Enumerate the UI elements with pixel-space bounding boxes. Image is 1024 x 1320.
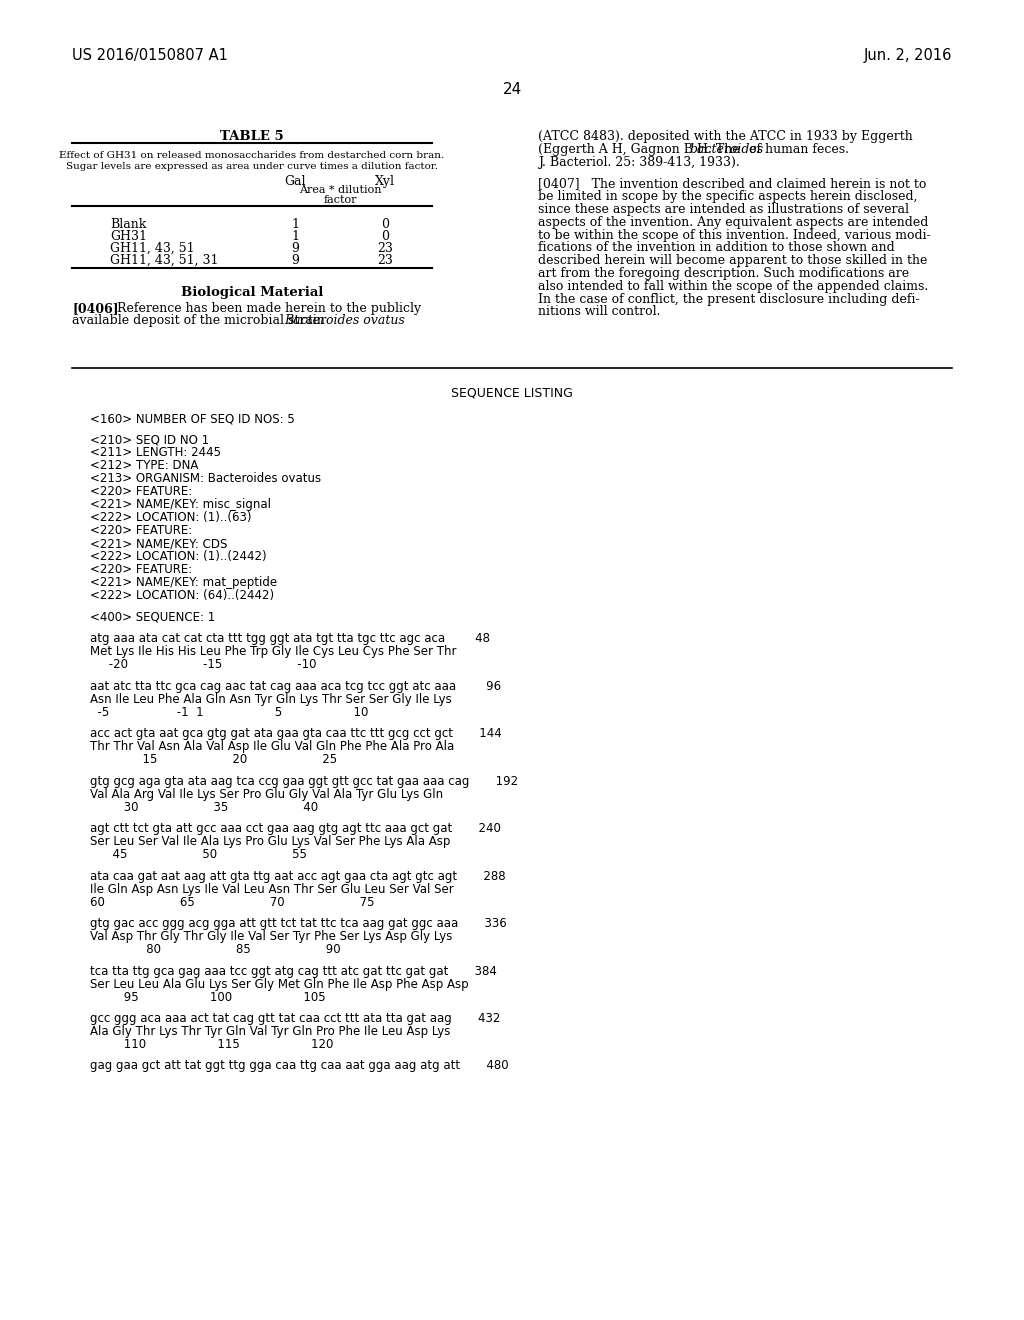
Text: Jun. 2, 2016: Jun. 2, 2016 xyxy=(863,48,952,63)
Text: <222> LOCATION: (64)..(2442): <222> LOCATION: (64)..(2442) xyxy=(90,590,274,602)
Text: SEQUENCE LISTING: SEQUENCE LISTING xyxy=(451,385,573,399)
Text: Biological Material: Biological Material xyxy=(181,286,324,300)
Text: GH11, 43, 51, 31: GH11, 43, 51, 31 xyxy=(110,253,218,267)
Text: GH11, 43, 51: GH11, 43, 51 xyxy=(110,242,195,255)
Text: TABLE 5: TABLE 5 xyxy=(220,129,284,143)
Text: <212> TYPE: DNA: <212> TYPE: DNA xyxy=(90,459,199,473)
Text: 60                    65                    70                    75: 60 65 70 75 xyxy=(90,895,375,908)
Text: <400> SEQUENCE: 1: <400> SEQUENCE: 1 xyxy=(90,611,215,624)
Text: Xyl: Xyl xyxy=(375,176,395,187)
Text: factor: factor xyxy=(324,195,356,205)
Text: <210> SEQ ID NO 1: <210> SEQ ID NO 1 xyxy=(90,433,209,446)
Text: <222> LOCATION: (1)..(2442): <222> LOCATION: (1)..(2442) xyxy=(90,550,266,564)
Text: Asn Ile Leu Phe Ala Gln Asn Tyr Gln Lys Thr Ser Ser Gly Ile Lys: Asn Ile Leu Phe Ala Gln Asn Tyr Gln Lys … xyxy=(90,693,452,706)
Text: <221> NAME/KEY: CDS: <221> NAME/KEY: CDS xyxy=(90,537,227,550)
Text: Ala Gly Thr Lys Thr Tyr Gln Val Tyr Gln Pro Phe Ile Leu Asp Lys: Ala Gly Thr Lys Thr Tyr Gln Val Tyr Gln … xyxy=(90,1024,451,1038)
Text: <220> FEATURE:: <220> FEATURE: xyxy=(90,524,193,537)
Text: Bacteroides ovatus: Bacteroides ovatus xyxy=(284,314,404,327)
Text: 80                    85                    90: 80 85 90 xyxy=(90,942,341,956)
Text: Val Ala Arg Val Ile Lys Ser Pro Glu Gly Val Ala Tyr Glu Lys Gln: Val Ala Arg Val Ile Lys Ser Pro Glu Gly … xyxy=(90,788,443,801)
Text: gtg gac acc ggg acg gga att gtt tct tat ttc tca aag gat ggc aaa       336: gtg gac acc ggg acg gga att gtt tct tat … xyxy=(90,917,507,931)
Text: US 2016/0150807 A1: US 2016/0150807 A1 xyxy=(72,48,228,63)
Text: atg aaa ata cat cat cta ttt tgg ggt ata tgt tta tgc ttc agc aca        48: atg aaa ata cat cat cta ttt tgg ggt ata … xyxy=(90,632,490,645)
Text: Area * dilution: Area * dilution xyxy=(299,185,381,195)
Text: 1: 1 xyxy=(291,230,299,243)
Text: Val Asp Thr Gly Thr Gly Ile Val Ser Tyr Phe Ser Lys Asp Gly Lys: Val Asp Thr Gly Thr Gly Ile Val Ser Tyr … xyxy=(90,931,453,942)
Text: art from the foregoing description. Such modifications are: art from the foregoing description. Such… xyxy=(538,267,909,280)
Text: Ile Gln Asp Asn Lys Ile Val Leu Asn Thr Ser Glu Leu Ser Val Ser: Ile Gln Asp Asn Lys Ile Val Leu Asn Thr … xyxy=(90,883,454,895)
Text: nitions will control.: nitions will control. xyxy=(538,305,660,318)
Text: (Eggerth A H, Gagnon B H. The: (Eggerth A H, Gagnon B H. The xyxy=(538,143,743,156)
Text: to be within the scope of this invention. Indeed, various modi-: to be within the scope of this invention… xyxy=(538,228,931,242)
Text: Ser Leu Ser Val Ile Ala Lys Pro Glu Lys Val Ser Phe Lys Ala Asp: Ser Leu Ser Val Ile Ala Lys Pro Glu Lys … xyxy=(90,836,451,849)
Text: Sugar levels are expressed as area under curve times a dilution factor.: Sugar levels are expressed as area under… xyxy=(66,162,438,172)
Text: since these aspects are intended as illustrations of several: since these aspects are intended as illu… xyxy=(538,203,909,216)
Text: be limited in scope by the specific aspects herein disclosed,: be limited in scope by the specific aspe… xyxy=(538,190,918,203)
Text: 30                    35                    40: 30 35 40 xyxy=(90,801,318,813)
Text: 0: 0 xyxy=(381,230,389,243)
Text: ata caa gat aat aag att gta ttg aat acc agt gaa cta agt gtc agt       288: ata caa gat aat aag att gta ttg aat acc … xyxy=(90,870,506,883)
Text: <211> LENGTH: 2445: <211> LENGTH: 2445 xyxy=(90,446,221,459)
Text: J. Bacteriol. 25: 389-413, 1933).: J. Bacteriol. 25: 389-413, 1933). xyxy=(538,156,739,169)
Text: 45                    50                    55: 45 50 55 xyxy=(90,849,307,861)
Text: 23: 23 xyxy=(377,253,393,267)
Text: <221> NAME/KEY: mat_peptide: <221> NAME/KEY: mat_peptide xyxy=(90,577,278,590)
Text: [0406]: [0406] xyxy=(72,302,119,315)
Text: In the case of conflict, the present disclosure including defi-: In the case of conflict, the present dis… xyxy=(538,293,920,305)
Text: 110                   115                   120: 110 115 120 xyxy=(90,1038,334,1051)
Text: [0407]   The invention described and claimed herein is not to: [0407] The invention described and claim… xyxy=(538,177,927,190)
Text: <160> NUMBER OF SEQ ID NOS: 5: <160> NUMBER OF SEQ ID NOS: 5 xyxy=(90,412,295,425)
Text: (ATCC 8483). deposited with the ATCC in 1933 by Eggerth: (ATCC 8483). deposited with the ATCC in … xyxy=(538,129,912,143)
Text: <213> ORGANISM: Bacteroides ovatus: <213> ORGANISM: Bacteroides ovatus xyxy=(90,473,322,486)
Text: 24: 24 xyxy=(503,82,521,96)
Text: -20                    -15                    -10: -20 -15 -10 xyxy=(90,659,316,672)
Text: agt ctt tct gta att gcc aaa cct gaa aag gtg agt ttc aaa gct gat       240: agt ctt tct gta att gcc aaa cct gaa aag … xyxy=(90,822,501,836)
Text: 9: 9 xyxy=(291,242,299,255)
Text: Blank: Blank xyxy=(110,218,146,231)
Text: 95                   100                   105: 95 100 105 xyxy=(90,990,326,1003)
Text: <220> FEATURE:: <220> FEATURE: xyxy=(90,486,193,499)
Text: gtg gcg aga gta ata aag tca ccg gaa ggt gtt gcc tat gaa aaa cag       192: gtg gcg aga gta ata aag tca ccg gaa ggt … xyxy=(90,775,518,788)
Text: Reference has been made herein to the publicly: Reference has been made herein to the pu… xyxy=(105,302,421,315)
Text: fications of the invention in addition to those shown and: fications of the invention in addition t… xyxy=(538,242,895,255)
Text: also intended to fall within the scope of the appended claims.: also intended to fall within the scope o… xyxy=(538,280,928,293)
Text: Gal: Gal xyxy=(285,176,306,187)
Text: <221> NAME/KEY: misc_signal: <221> NAME/KEY: misc_signal xyxy=(90,499,271,511)
Text: gag gaa gct att tat ggt ttg gga caa ttg caa aat gga aag atg att       480: gag gaa gct att tat ggt ttg gga caa ttg … xyxy=(90,1060,509,1072)
Text: 0: 0 xyxy=(381,218,389,231)
Text: 15                    20                    25: 15 20 25 xyxy=(90,754,337,766)
Text: -5                  -1  1                   5                   10: -5 -1 1 5 10 xyxy=(90,706,369,719)
Text: GH31: GH31 xyxy=(110,230,147,243)
Text: 23: 23 xyxy=(377,242,393,255)
Text: gcc ggg aca aaa act tat cag gtt tat caa cct ttt ata tta gat aag       432: gcc ggg aca aaa act tat cag gtt tat caa … xyxy=(90,1012,501,1024)
Text: bacteroides: bacteroides xyxy=(689,143,764,156)
Text: acc act gta aat gca gtg gat ata gaa gta caa ttc ttt gcg cct gct       144: acc act gta aat gca gtg gat ata gaa gta … xyxy=(90,727,502,741)
Text: <220> FEATURE:: <220> FEATURE: xyxy=(90,564,193,577)
Text: Met Lys Ile His His Leu Phe Trp Gly Ile Cys Leu Cys Phe Ser Thr: Met Lys Ile His His Leu Phe Trp Gly Ile … xyxy=(90,645,457,659)
Text: described herein will become apparent to those skilled in the: described herein will become apparent to… xyxy=(538,255,928,267)
Text: tca tta ttg gca gag aaa tcc ggt atg cag ttt atc gat ttc gat gat       384: tca tta ttg gca gag aaa tcc ggt atg cag … xyxy=(90,965,497,978)
Text: of human feces.: of human feces. xyxy=(745,143,849,156)
Text: 9: 9 xyxy=(291,253,299,267)
Text: Thr Thr Val Asn Ala Val Asp Ile Glu Val Gln Phe Phe Ala Pro Ala: Thr Thr Val Asn Ala Val Asp Ile Glu Val … xyxy=(90,741,455,754)
Text: 1: 1 xyxy=(291,218,299,231)
Text: Effect of GH31 on released monosaccharides from destarched corn bran.: Effect of GH31 on released monosaccharid… xyxy=(59,150,444,160)
Text: available deposit of the microbial strain: available deposit of the microbial strai… xyxy=(72,314,329,327)
Text: aspects of the invention. Any equivalent aspects are intended: aspects of the invention. Any equivalent… xyxy=(538,215,929,228)
Text: aat atc tta ttc gca cag aac tat cag aaa aca tcg tcc ggt atc aaa        96: aat atc tta ttc gca cag aac tat cag aaa … xyxy=(90,680,501,693)
Text: <222> LOCATION: (1)..(63): <222> LOCATION: (1)..(63) xyxy=(90,511,252,524)
Text: Ser Leu Leu Ala Glu Lys Ser Gly Met Gln Phe Ile Asp Phe Asp Asp: Ser Leu Leu Ala Glu Lys Ser Gly Met Gln … xyxy=(90,978,469,990)
